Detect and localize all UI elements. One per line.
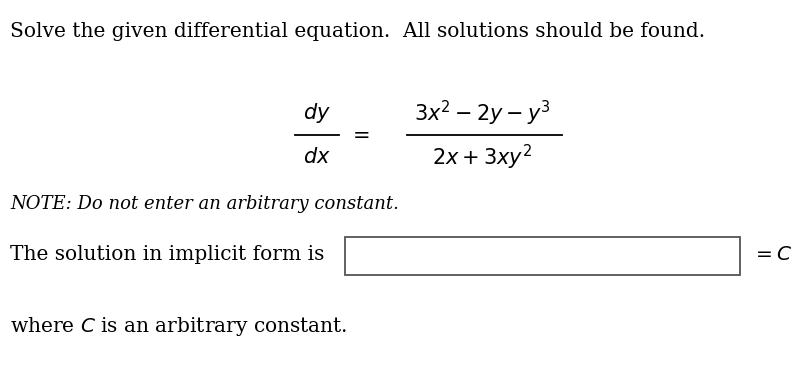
FancyBboxPatch shape — [345, 237, 740, 275]
Text: $2x + 3xy^2$: $2x + 3xy^2$ — [432, 142, 532, 172]
Text: $= C$: $= C$ — [752, 246, 793, 264]
Text: Solve the given differential equation.  All solutions should be found.: Solve the given differential equation. A… — [10, 22, 705, 41]
Text: where $C$ is an arbitrary constant.: where $C$ is an arbitrary constant. — [10, 315, 347, 338]
Text: $dx$: $dx$ — [303, 147, 331, 167]
Text: NOTE: Do not enter an arbitrary constant.: NOTE: Do not enter an arbitrary constant… — [10, 195, 399, 213]
Text: $=$: $=$ — [348, 126, 370, 145]
Text: The solution in implicit form is: The solution in implicit form is — [10, 246, 324, 264]
Text: $3x^2 - 2y - y^3$: $3x^2 - 2y - y^3$ — [413, 99, 550, 127]
Text: $dy$: $dy$ — [303, 101, 331, 125]
